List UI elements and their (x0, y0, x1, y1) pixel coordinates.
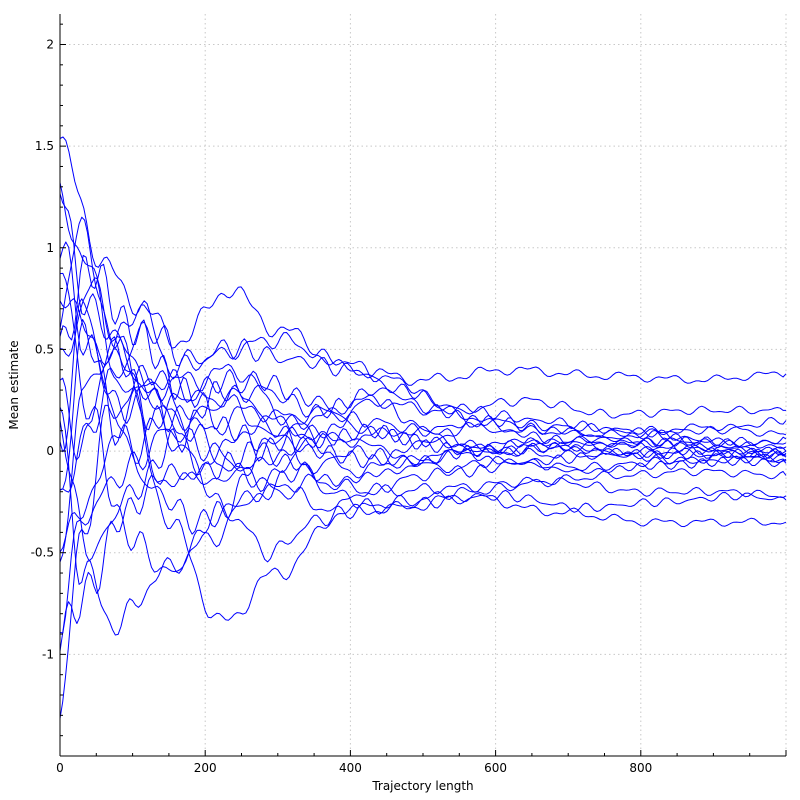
series-line-8 (59, 364, 787, 719)
y-tick-label: 0 (46, 444, 54, 458)
y-tick-label: 1 (46, 241, 54, 255)
series-line-15 (59, 272, 787, 573)
ticks: 0 200 400 600 800 -1 -0.5 0 0.5 1 1.5 2 (31, 23, 787, 775)
series-line-16 (59, 336, 787, 563)
x-tick-label: 200 (194, 761, 217, 775)
y-tick-label: 2 (46, 37, 54, 51)
series-line-20 (59, 254, 787, 487)
x-tick-label: 600 (484, 761, 507, 775)
x-tick-label: 400 (339, 761, 362, 775)
series-line-12 (59, 241, 787, 515)
series-line-6 (59, 406, 787, 636)
series-line-17 (59, 381, 787, 562)
series-line-9 (59, 277, 787, 563)
series-line-1 (59, 216, 787, 488)
y-tick-label: -0.5 (31, 546, 54, 560)
series-line-19 (59, 423, 787, 652)
series-group (59, 136, 787, 719)
y-tick-label: -1 (42, 647, 54, 661)
series-line-3 (59, 182, 787, 621)
series-line-4 (59, 298, 787, 439)
x-axis-label: Trajectory length (371, 779, 473, 793)
series-line-18 (59, 193, 787, 480)
x-tick-label: 800 (629, 761, 652, 775)
x-tick-label: 0 (56, 761, 64, 775)
series-line-10 (59, 298, 787, 453)
y-axis-label: Mean estimate (7, 340, 21, 429)
series-line-2 (59, 286, 787, 493)
series-line-13 (59, 321, 787, 461)
y-tick-label: 1.5 (35, 139, 54, 153)
y-tick-label: 0.5 (35, 342, 54, 356)
